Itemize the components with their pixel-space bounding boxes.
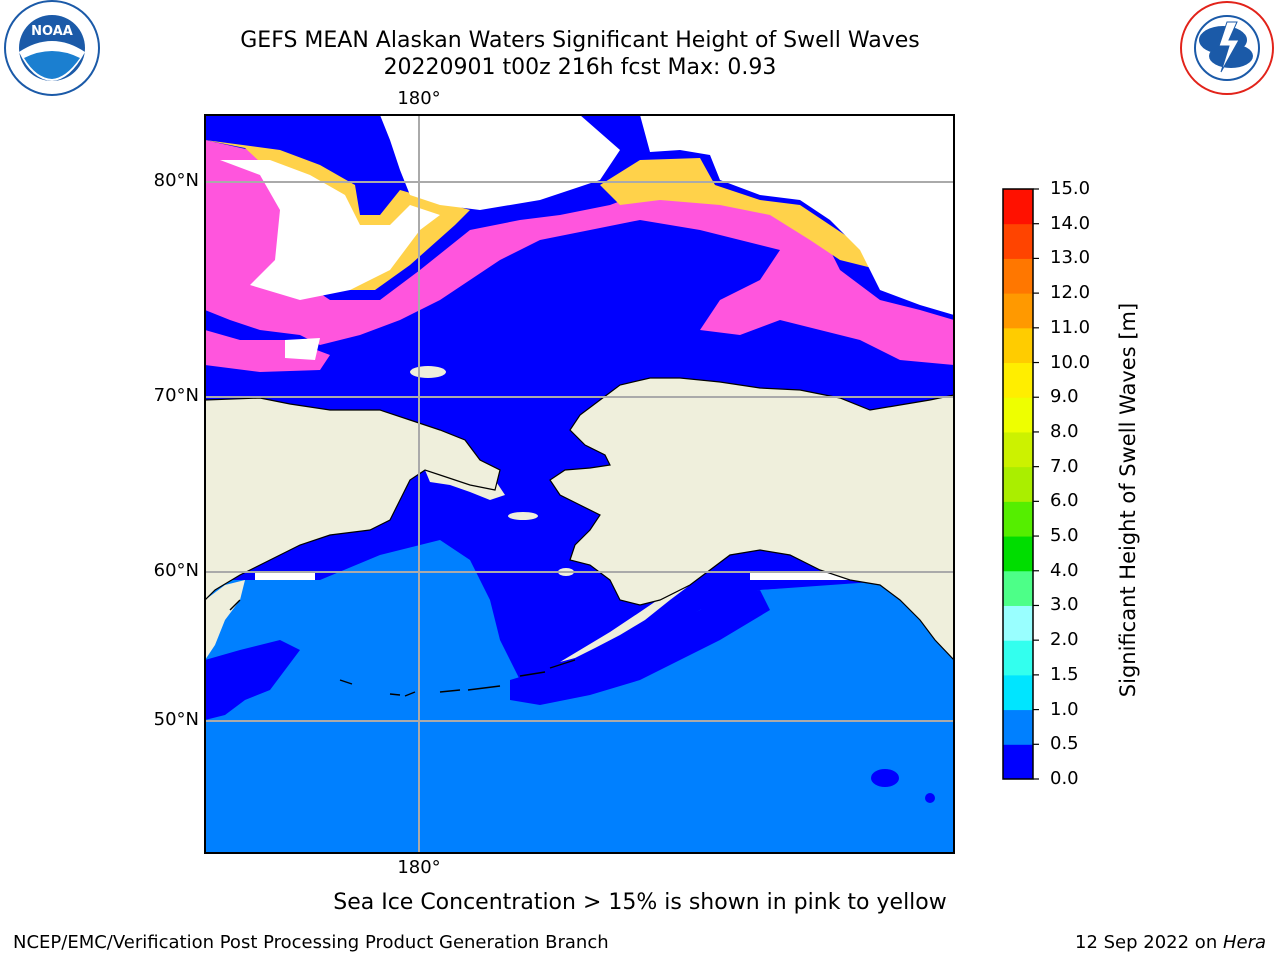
colorbar-segment: [1003, 605, 1033, 641]
colorbar-tick-label: 9.0: [1050, 386, 1079, 408]
noaa-label: NOAA: [31, 24, 73, 39]
blue-patch: [925, 793, 935, 803]
colorbar-segment: [1003, 431, 1033, 468]
chart-title: GEFS MEAN Alaskan Waters Significant Hei…: [240, 28, 920, 53]
lat-label-80n: 80°N: [153, 170, 199, 191]
blue-patch: [871, 769, 899, 787]
colorbar-tick-label: 14.0: [1050, 212, 1091, 234]
colorbar-tick-label: 8.0: [1050, 420, 1079, 442]
footer-date-text: 12 Sep 2022 on: [1075, 932, 1223, 953]
colorbar-segment: [1003, 674, 1033, 711]
colorbar: [1002, 188, 1039, 780]
chart-subtitle: 20220901 t00z 216h fcst Max: 0.93: [383, 55, 777, 80]
footer-date: 12 Sep 2022 on Hera: [1075, 932, 1266, 953]
colorbar-segment: [1003, 189, 1033, 225]
colorbar-tick-label: 0.0: [1050, 768, 1079, 789]
map-frame: [204, 114, 955, 854]
no-data-area: [380, 115, 620, 210]
lon-label-top: 180°: [397, 88, 441, 109]
aleutian-islands: [229, 599, 576, 697]
lat-label-70n: 70°N: [153, 385, 199, 406]
colorbar-tick-label: 1.5: [1050, 663, 1079, 685]
footer-org: NCEP/EMC/Verification Post Processing Pr…: [13, 932, 609, 953]
no-data-area: [640, 115, 954, 315]
colorbar-tick-label: 6.0: [1050, 490, 1079, 512]
colorbar-segment: [1003, 466, 1033, 502]
land-kamchatka: [205, 580, 245, 660]
lat-label-50n: 50°N: [153, 709, 199, 730]
colorbar-segment: [1003, 570, 1033, 606]
colorbar-tick-label: 4.0: [1050, 559, 1079, 581]
sea-ice-band: [205, 140, 954, 365]
graticule: [205, 115, 954, 853]
sea-ice-band: [205, 330, 330, 372]
footer-host: Hera: [1222, 932, 1266, 953]
colorbar-segment: [1003, 258, 1033, 294]
lon-label-bottom: 180°: [397, 857, 441, 878]
colorbar-segment: [1003, 223, 1033, 259]
nws-logo: [1180, 1, 1274, 95]
aleutian-shelf: [510, 590, 770, 705]
no-data-area: [285, 338, 320, 360]
sea-ice-edge: [600, 158, 880, 270]
aleutian-shelf: [205, 640, 300, 720]
colorbar-segment: [1003, 293, 1033, 329]
colorbar-tick-label: 12.0: [1050, 282, 1091, 304]
colorbar-tick-label: 15.0: [1050, 178, 1091, 199]
no-data-strip: [750, 572, 900, 580]
colorbar-tick-label: 2.0: [1050, 629, 1079, 651]
lat-label-60n: 60°N: [153, 560, 199, 581]
land-alaska-peninsula: [560, 585, 690, 662]
no-data-area: [220, 160, 440, 300]
sea-ice-note: Sea Ice Concentration > 15% is shown in …: [333, 890, 947, 915]
no-data-strip: [255, 572, 315, 580]
colorbar-segment: [1003, 501, 1033, 537]
colorbar-title: Significant Height of Swell Waves [m]: [1116, 302, 1140, 698]
colorbar-tick-label: 5.0: [1050, 525, 1079, 547]
colorbar-segment: [1003, 397, 1033, 433]
island-wrangel: [410, 366, 446, 378]
colorbar-segment: [1003, 536, 1033, 572]
colorbar-tick-label: 10.0: [1050, 351, 1091, 373]
noaa-logo: NOAA: [4, 0, 100, 96]
colorbar-segment: [1003, 709, 1033, 745]
colorbar-tick-label: 3.0: [1050, 594, 1079, 616]
colorbar-segment: [1003, 744, 1033, 780]
colorbar-tick-label: 0.5: [1050, 733, 1079, 755]
colorbar-tick-label: 1.0: [1050, 698, 1079, 720]
colorbar-segment: [1003, 362, 1033, 398]
colorbar-tick-label: 11.0: [1050, 316, 1091, 338]
colorbar-segment: [1003, 327, 1033, 364]
colorbar-tick-label: 7.0: [1050, 455, 1079, 477]
colorbar-segment: [1003, 640, 1033, 676]
island-st-lawrence: [508, 512, 538, 520]
colorbar-tick-label: 13.0: [1050, 247, 1091, 269]
colorbar-frame: [1002, 188, 1034, 780]
